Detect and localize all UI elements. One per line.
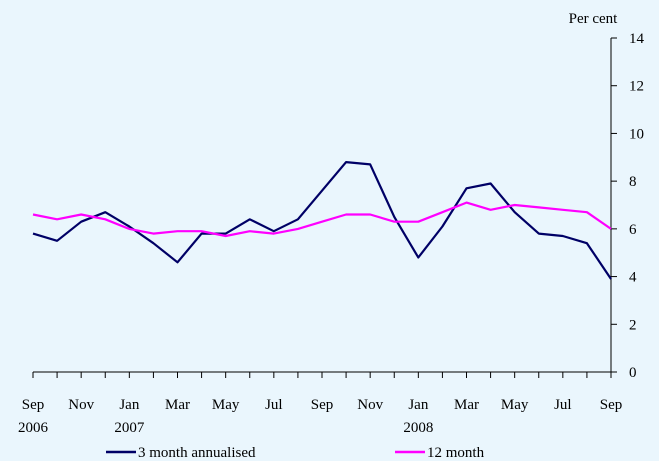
y-axis-labels: 0 2 4 6 8 10 12 14 bbox=[629, 31, 645, 381]
y-tick-label: 0 bbox=[629, 365, 637, 381]
series-line-three-month-annualised bbox=[32, 161, 612, 280]
legend: 3 month annualised 12 month bbox=[106, 445, 485, 461]
x-tick-label: Jul bbox=[554, 397, 572, 413]
x-axis-labels: Sep 2006 Nov Jan 2007 Mar May Jul Sep Nov Jan 2008 M… bbox=[18, 397, 622, 436]
series-lines bbox=[32, 161, 612, 280]
y-tick-label: 8 bbox=[629, 174, 637, 190]
x-tick-label: Sep bbox=[22, 397, 45, 413]
y-tick-label: 4 bbox=[629, 270, 637, 286]
x-tick-label: Jan bbox=[119, 397, 139, 413]
x-tick-label: Jul bbox=[265, 397, 283, 413]
x-tick-label: Mar bbox=[454, 397, 479, 413]
axes bbox=[32, 37, 617, 378]
x-tick-label: Sep bbox=[311, 397, 334, 413]
x-tick-year-label: 2007 bbox=[114, 420, 145, 436]
x-tick-label: May bbox=[212, 397, 240, 413]
series-line-twelve-month bbox=[32, 201, 612, 238]
x-tick-year-label: 2008 bbox=[403, 420, 433, 436]
x-tick-label: Jan bbox=[408, 397, 428, 413]
y-tick-label: 10 bbox=[629, 126, 644, 142]
y-tick-label: 6 bbox=[629, 222, 637, 238]
x-tick-label: Sep bbox=[600, 397, 623, 413]
x-tick-label: Nov bbox=[68, 397, 94, 413]
y-tick-label: 14 bbox=[629, 31, 645, 47]
x-tick-label: May bbox=[501, 397, 529, 413]
y-tick-label: 12 bbox=[629, 79, 644, 95]
legend-label: 12 month bbox=[427, 445, 485, 461]
x-tick-year-label: 2006 bbox=[18, 420, 49, 436]
legend-label: 3 month annualised bbox=[138, 445, 256, 461]
x-tick-label: Nov bbox=[357, 397, 383, 413]
y-tick-label: 2 bbox=[629, 317, 637, 333]
y-axis-title: Per cent bbox=[569, 11, 619, 27]
x-tick-label: Mar bbox=[165, 397, 190, 413]
